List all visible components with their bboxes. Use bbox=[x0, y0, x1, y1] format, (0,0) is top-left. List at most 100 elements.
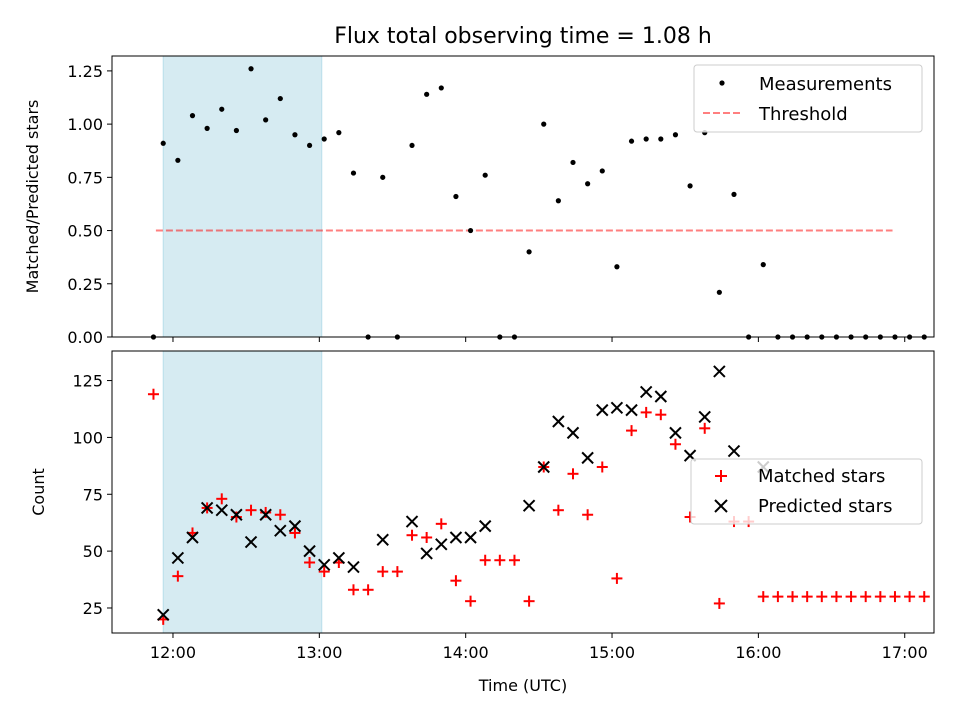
data-point-cross bbox=[727, 444, 741, 458]
predicted-star-points bbox=[157, 365, 770, 622]
data-point-plus bbox=[787, 591, 799, 603]
data-point-cross bbox=[157, 608, 170, 622]
data-point-dot bbox=[277, 95, 283, 102]
data-point-dot bbox=[555, 198, 561, 204]
top-plot-panel: 0.00 0.25 0.50 0.75 1.00 1.25 Flux total obse… bbox=[23, 24, 935, 347]
data-point-plus bbox=[304, 557, 316, 568]
data-point-plus bbox=[567, 468, 579, 480]
data-point-plus bbox=[860, 591, 872, 603]
bottom-x-ticks: 12:00 13:00 14:00 15:00 16:00 17:00 bbox=[150, 633, 928, 662]
data-point-cross bbox=[186, 531, 199, 544]
data-point-dot bbox=[424, 91, 430, 97]
data-point-cross bbox=[332, 551, 346, 565]
data-point-cross bbox=[625, 403, 638, 417]
data-point-dot bbox=[719, 80, 725, 86]
legend-label: Matched stars bbox=[758, 466, 885, 487]
y-tick-label: 0.00 bbox=[67, 328, 103, 347]
data-point-dot bbox=[160, 140, 166, 146]
data-point-plus bbox=[596, 461, 608, 473]
data-point-cross bbox=[464, 531, 477, 544]
legend-label: Predicted stars bbox=[758, 496, 892, 517]
data-point-plus bbox=[582, 509, 594, 521]
data-point-cross bbox=[171, 551, 185, 565]
data-point-plus bbox=[669, 438, 681, 450]
bottom-y-axis-label: Count bbox=[29, 468, 48, 516]
data-point-plus bbox=[147, 388, 159, 400]
data-point-dot bbox=[585, 181, 591, 187]
data-point-cross bbox=[303, 544, 316, 558]
data-point-dot bbox=[189, 113, 196, 119]
data-point-cross bbox=[714, 499, 728, 513]
data-point-dot bbox=[541, 121, 547, 127]
data-point-cross bbox=[537, 460, 550, 474]
top-axes-frame bbox=[111, 55, 935, 338]
data-point-cross bbox=[654, 390, 668, 403]
data-point-dot bbox=[628, 138, 635, 144]
data-point-dot bbox=[731, 191, 737, 197]
data-point-plus bbox=[347, 584, 359, 596]
y-tick-label: 0.50 bbox=[67, 222, 103, 241]
data-point-cross bbox=[376, 533, 389, 546]
data-point-cross bbox=[288, 519, 302, 533]
data-point-plus bbox=[421, 531, 433, 543]
legend-box bbox=[690, 458, 923, 525]
data-point-plus bbox=[523, 595, 535, 607]
top-legend: Measurements Threshold bbox=[693, 64, 923, 133]
data-point-plus bbox=[772, 591, 784, 603]
data-point-plus bbox=[918, 591, 930, 603]
data-point-plus bbox=[406, 529, 418, 541]
data-point-dot bbox=[233, 127, 239, 134]
data-point-dot bbox=[614, 264, 620, 270]
data-point-cross bbox=[698, 410, 711, 424]
data-point-plus bbox=[216, 493, 228, 505]
x-tick-label: 15:00 bbox=[589, 643, 635, 662]
data-point-cross bbox=[478, 519, 492, 533]
data-point-plus bbox=[845, 591, 857, 603]
top-highlight-span bbox=[162, 55, 323, 338]
data-point-plus bbox=[289, 527, 301, 539]
data-point-cross bbox=[581, 451, 594, 465]
data-point-plus bbox=[874, 591, 886, 603]
data-point-dot bbox=[380, 174, 386, 180]
y-tick-label: 75 bbox=[83, 485, 103, 504]
data-point-cross bbox=[318, 558, 331, 571]
y-tick-label: 0.75 bbox=[67, 168, 103, 187]
data-point-dot bbox=[687, 183, 693, 189]
data-point-dot bbox=[292, 132, 298, 138]
data-point-plus bbox=[245, 504, 257, 516]
data-point-cross bbox=[669, 426, 682, 440]
data-point-plus bbox=[699, 422, 711, 434]
x-tick-label: 14:00 bbox=[443, 643, 489, 662]
y-tick-label: 50 bbox=[83, 542, 103, 561]
data-point-dot bbox=[453, 193, 459, 200]
data-point-dot bbox=[175, 157, 181, 163]
data-point-dot bbox=[643, 136, 649, 142]
data-point-cross bbox=[639, 385, 653, 399]
data-point-plus bbox=[889, 591, 901, 603]
data-point-dot bbox=[482, 172, 488, 178]
data-point-plus bbox=[508, 554, 520, 566]
data-point-plus bbox=[757, 591, 769, 603]
x-tick-label: 12:00 bbox=[150, 643, 196, 662]
data-point-plus bbox=[626, 425, 638, 437]
data-point-dot bbox=[204, 125, 210, 131]
top-y-ticks: 0.00 0.25 0.50 0.75 1.00 1.25 bbox=[67, 62, 112, 347]
legend-box bbox=[693, 64, 923, 133]
bottom-y-ticks: 25 50 75 100 125 bbox=[72, 372, 112, 618]
data-point-cross bbox=[405, 515, 419, 528]
x-tick-label: 13:00 bbox=[296, 643, 342, 662]
data-point-dot bbox=[599, 168, 605, 174]
data-point-plus bbox=[274, 509, 286, 521]
data-point-cross bbox=[610, 401, 624, 415]
data-point-cross bbox=[200, 501, 214, 515]
bottom-legend: Matched stars Predicted stars bbox=[690, 458, 923, 525]
data-point-dot bbox=[672, 132, 679, 138]
data-point-cross bbox=[274, 524, 287, 537]
data-point-plus bbox=[904, 591, 916, 603]
data-point-cross bbox=[420, 547, 433, 560]
data-point-dot bbox=[438, 85, 444, 91]
data-point-plus bbox=[611, 572, 623, 584]
data-point-plus bbox=[435, 518, 447, 530]
data-point-plus bbox=[391, 566, 403, 578]
